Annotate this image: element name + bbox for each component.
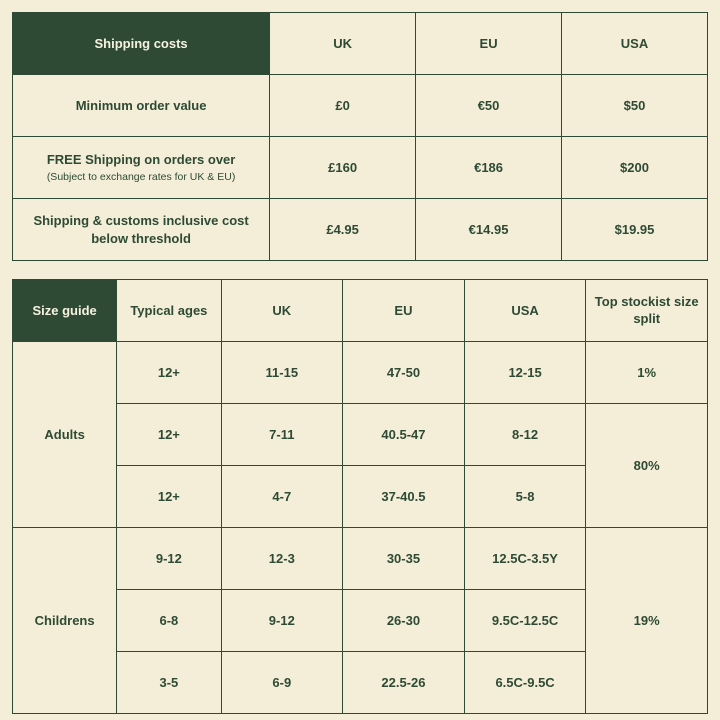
- cell: 30-35: [343, 528, 465, 590]
- size-guide-title: Size guide: [13, 280, 117, 342]
- cell: 12-3: [221, 528, 343, 590]
- table-row: 12+ 7-11 40.5-47 8-12 80%: [13, 404, 708, 466]
- table-row: Adults 12+ 11-15 47-50 12-15 1%: [13, 342, 708, 404]
- shipping-col-usa: USA: [562, 13, 708, 75]
- cell: $50: [562, 75, 708, 137]
- size-col-split: Top stockist size split: [586, 280, 708, 342]
- group-childrens: Childrens: [13, 528, 117, 714]
- shipping-title: Shipping costs: [13, 13, 270, 75]
- cell: 6-8: [117, 590, 221, 652]
- cell: 80%: [586, 404, 708, 528]
- cell: 12+: [117, 404, 221, 466]
- cell: 37-40.5: [343, 466, 465, 528]
- shipping-col-eu: EU: [416, 13, 562, 75]
- cell: 6.5C-9.5C: [464, 652, 586, 714]
- size-col-eu: EU: [343, 280, 465, 342]
- cell: £0: [270, 75, 416, 137]
- cell: 9-12: [221, 590, 343, 652]
- size-col-ages: Typical ages: [117, 280, 221, 342]
- cell: £4.95: [270, 199, 416, 261]
- cell: 47-50: [343, 342, 465, 404]
- cell: 22.5-26: [343, 652, 465, 714]
- row-label: Shipping & customs inclusive cost below …: [13, 199, 270, 261]
- cell: 1%: [586, 342, 708, 404]
- size-col-usa: USA: [464, 280, 586, 342]
- cell: 4-7: [221, 466, 343, 528]
- cell: 6-9: [221, 652, 343, 714]
- cell: 8-12: [464, 404, 586, 466]
- cell: €50: [416, 75, 562, 137]
- size-guide-table: Size guide Typical ages UK EU USA Top st…: [12, 279, 708, 714]
- cell: 3-5: [117, 652, 221, 714]
- cell: 19%: [586, 528, 708, 714]
- cell: 12-15: [464, 342, 586, 404]
- cell: €186: [416, 137, 562, 199]
- cell: 12+: [117, 342, 221, 404]
- cell: 9.5C-12.5C: [464, 590, 586, 652]
- group-adults: Adults: [13, 342, 117, 528]
- cell: 12+: [117, 466, 221, 528]
- shipping-col-uk: UK: [270, 13, 416, 75]
- table-row: Childrens 9-12 12-3 30-35 12.5C-3.5Y 19%: [13, 528, 708, 590]
- cell: £160: [270, 137, 416, 199]
- cell: 7-11: [221, 404, 343, 466]
- cell: 11-15: [221, 342, 343, 404]
- cell: 40.5-47: [343, 404, 465, 466]
- size-col-uk: UK: [221, 280, 343, 342]
- shipping-costs-table: Shipping costs UK EU USA Minimum order v…: [12, 12, 708, 261]
- cell: $19.95: [562, 199, 708, 261]
- table-row: FREE Shipping on orders over (Subject to…: [13, 137, 708, 199]
- cell: 9-12: [117, 528, 221, 590]
- table-row: Shipping & customs inclusive cost below …: [13, 199, 708, 261]
- cell: 5-8: [464, 466, 586, 528]
- cell: 26-30: [343, 590, 465, 652]
- table-row: Minimum order value £0 €50 $50: [13, 75, 708, 137]
- cell: $200: [562, 137, 708, 199]
- cell: 12.5C-3.5Y: [464, 528, 586, 590]
- row-label: Minimum order value: [13, 75, 270, 137]
- cell: €14.95: [416, 199, 562, 261]
- row-label: FREE Shipping on orders over (Subject to…: [13, 137, 270, 199]
